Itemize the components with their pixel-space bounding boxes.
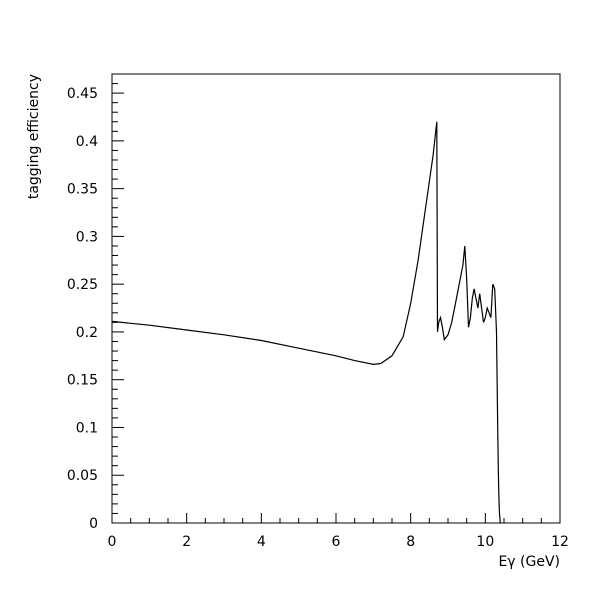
y-tick-label: 0.1 <box>76 420 98 436</box>
x-tick-label: 8 <box>406 534 415 550</box>
y-tick-label: 0.05 <box>67 468 98 484</box>
efficiency-curve <box>111 121 501 524</box>
y-tick-label: 0.25 <box>67 277 98 293</box>
y-tick-label: 0 <box>89 516 98 532</box>
x-tick-label: 2 <box>182 534 191 550</box>
y-axis: 0 0.05 0.1 0.15 0.2 0.25 0.3 0.35 0.4 0.45 <box>67 83 124 532</box>
plot-frame <box>111 73 561 524</box>
y-tick-label: 0.35 <box>67 182 98 198</box>
x-tick-label: 12 <box>551 534 569 550</box>
x-tick-label: 4 <box>257 534 266 550</box>
x-tick-label: 0 <box>108 534 117 550</box>
y-tick-label: 0.45 <box>67 86 98 102</box>
x-tick-label: 10 <box>476 534 494 550</box>
y-tick-label: 0.15 <box>67 373 98 389</box>
x-axis: 0 2 4 6 8 10 12 <box>108 513 569 550</box>
y-tick-label: 0.3 <box>76 229 98 245</box>
y-tick-label: 0.2 <box>76 325 98 341</box>
y-tick-label: 0.4 <box>76 134 98 150</box>
y-axis-title: tagging efficiency <box>26 74 42 199</box>
x-tick-label: 6 <box>332 534 341 550</box>
x-axis-title: Eγ (GeV) <box>498 554 560 570</box>
